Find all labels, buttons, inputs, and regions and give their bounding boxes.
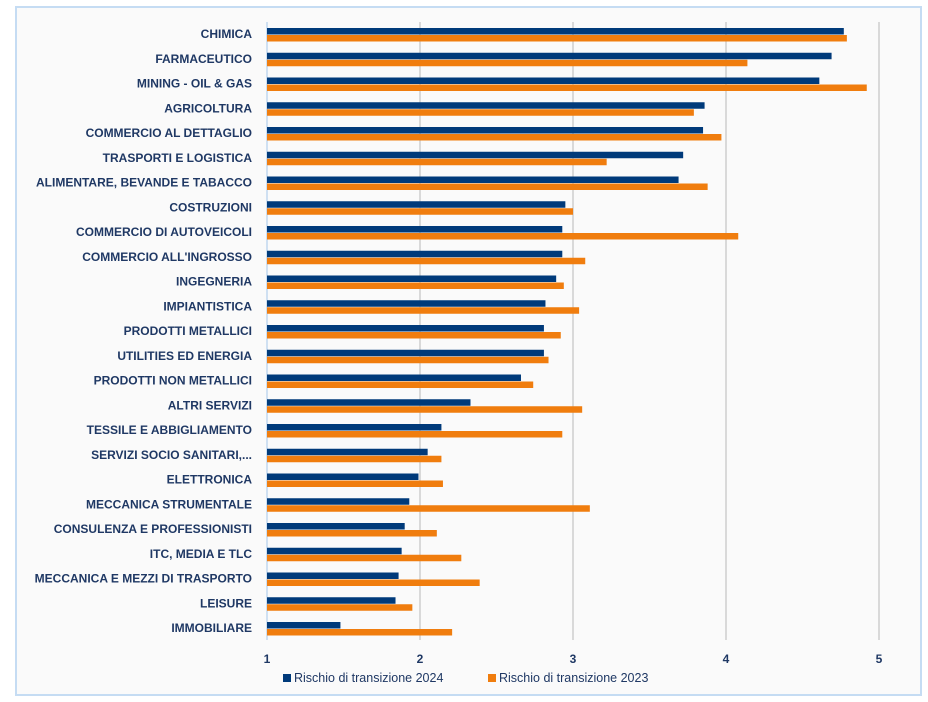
category-label: MECCANICA STRUMENTALE <box>86 497 252 511</box>
legend-swatch <box>283 674 291 682</box>
category-label: MINING - OIL & GAS <box>137 77 252 91</box>
bar-2024 <box>267 448 428 456</box>
bar-2024 <box>267 622 341 629</box>
category-label: INGEGNERIA <box>176 275 252 289</box>
category-label: ELETTRONICA <box>167 473 253 487</box>
bar-2024 <box>267 201 566 208</box>
category-label: COMMERCIO AL DETTAGLIO <box>86 126 252 140</box>
bar-2023 <box>267 431 563 438</box>
legend-label: Rischio di transizione 2023 <box>499 671 648 685</box>
x-tick-label: 2 <box>417 652 424 666</box>
category-label: UTILITIES ED ENERGIA <box>117 349 252 363</box>
category-label: IMPIANTISTICA <box>163 299 252 313</box>
bar-2023 <box>267 158 607 166</box>
bar-2024 <box>267 77 820 84</box>
bar-2024 <box>267 498 410 505</box>
bar-2024 <box>267 547 402 555</box>
bar-2023 <box>267 257 586 265</box>
category-label: FARMACEUTICO <box>155 52 252 66</box>
bar-2023 <box>267 84 867 91</box>
bar-2024 <box>267 597 396 604</box>
category-label: PRODOTTI NON METALLICI <box>94 374 252 388</box>
category-label: AGRICOLTURA <box>164 101 252 115</box>
bar-2024 <box>267 325 544 332</box>
category-label: CONSULENZA E PROFESSIONISTI <box>54 522 252 536</box>
bar-2024 <box>267 300 546 307</box>
category-label: CHIMICA <box>201 27 253 41</box>
bar-2024 <box>267 226 563 233</box>
bar-2023 <box>267 381 534 388</box>
x-tick-label: 1 <box>264 652 271 666</box>
category-label: SERVIZI SOCIO SANITARI,... <box>91 448 252 462</box>
bar-2023 <box>267 282 564 289</box>
category-label: LEISURE <box>200 596 252 610</box>
category-label: COMMERCIO DI AUTOVEICOLI <box>76 225 252 239</box>
category-label: ALIMENTARE, BEVANDE E TABACCO <box>36 176 252 190</box>
x-tick-label: 3 <box>570 652 577 666</box>
bar-2023 <box>267 604 413 611</box>
bar-2024 <box>267 374 521 381</box>
bar-2023 <box>267 134 722 141</box>
legend-label: Rischio di transizione 2024 <box>294 671 443 685</box>
bar-2024 <box>267 127 704 134</box>
category-label: PRODOTTI METALLICI <box>124 324 252 338</box>
bar-2023 <box>267 35 847 42</box>
bar-2023 <box>267 59 748 67</box>
bar-2023 <box>267 183 708 190</box>
bar-2024 <box>267 28 844 35</box>
bar-2024 <box>267 151 684 159</box>
category-label: TRASPORTI E LOGISTICA <box>103 151 253 165</box>
category-label: MECCANICA E MEZZI DI TRASPORTO <box>35 572 252 586</box>
bar-2023 <box>267 406 583 413</box>
bar-2023 <box>267 629 453 636</box>
bar-2024 <box>267 424 442 431</box>
bar-2024 <box>267 102 705 109</box>
bar-2024 <box>267 52 832 60</box>
x-tick-label: 5 <box>876 652 883 666</box>
bar-2023 <box>267 332 561 339</box>
category-label: COSTRUZIONI <box>169 200 252 214</box>
x-tick-label: 4 <box>723 652 730 666</box>
bar-2024 <box>267 572 399 579</box>
category-label: ITC, MEDIA E TLC <box>150 547 253 561</box>
category-label: COMMERCIO ALL'INGROSSO <box>82 250 252 264</box>
bar-2024 <box>267 349 544 357</box>
bar-2023 <box>267 356 549 364</box>
bar-2023 <box>267 505 590 512</box>
bar-2023 <box>267 233 739 240</box>
bar-2023 <box>267 579 480 586</box>
bar-2024 <box>267 473 419 480</box>
bar-2023 <box>267 530 437 537</box>
bar-2023 <box>267 109 694 116</box>
bar-2023 <box>267 307 580 314</box>
bar-2023 <box>267 455 442 463</box>
category-label: TESSILE E ABBIGLIAMENTO <box>87 423 252 437</box>
bar-2024 <box>267 176 679 183</box>
bar-2023 <box>267 480 443 487</box>
category-label: IMMOBILIARE <box>171 621 252 635</box>
bar-2023 <box>267 208 573 215</box>
bar-2024 <box>267 275 557 282</box>
legend-swatch <box>488 674 496 682</box>
bar-2023 <box>267 554 462 562</box>
category-label: ALTRI SERVIZI <box>168 398 252 412</box>
bar-2024 <box>267 523 405 530</box>
bar-2024 <box>267 250 563 258</box>
bar-2024 <box>267 399 471 406</box>
